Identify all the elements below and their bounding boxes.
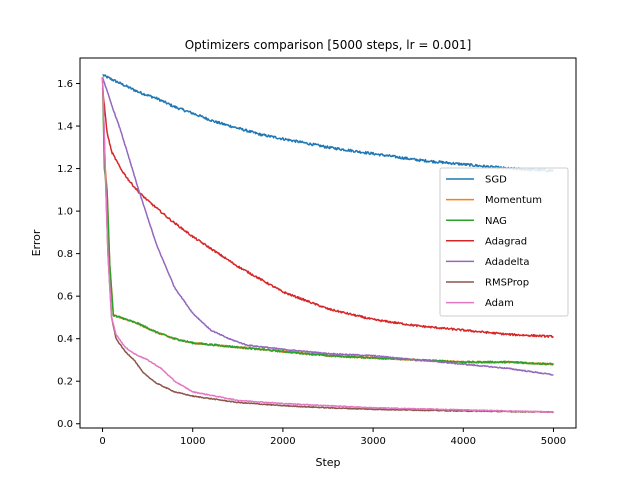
y-tick-label: 0.4 [57, 334, 73, 345]
x-axis-label: Step [315, 456, 340, 469]
series-line-adagrad [101, 87, 554, 339]
legend-label-adam: Adam [485, 298, 514, 309]
y-tick-label: 1.4 [57, 122, 73, 133]
legend-box [439, 167, 569, 317]
x-tick-label: 0 [99, 436, 105, 447]
x-tick-label: 2000 [270, 436, 295, 447]
series-line-adam [101, 77, 554, 414]
legend: SGD Momentum NAG Adagrad Adadelta RMSProp Adam [439, 167, 569, 317]
y-axis-label: Error [30, 229, 43, 256]
legend-label-adagrad: Adagrad [485, 236, 527, 247]
x-axis-ticks: 0 1000 2000 3000 4000 5000 [99, 428, 566, 447]
series-line-adadelta [101, 76, 554, 376]
x-tick-label: 1000 [180, 436, 205, 447]
legend-label-rmsprop: RMSProp [485, 278, 529, 289]
legend-label-adadelta: Adadelta [485, 257, 529, 268]
legend-label-momentum: Momentum [485, 195, 542, 206]
y-tick-label: 1.0 [57, 207, 73, 218]
series-layer [101, 74, 554, 414]
x-tick-label: 4000 [451, 436, 476, 447]
legend-label-nag: NAG [485, 216, 507, 227]
y-axis-ticks: 0.0 0.2 0.4 0.6 0.8 1.0 1.2 1.4 1.6 [57, 79, 80, 430]
y-tick-label: 0.8 [57, 249, 73, 260]
x-tick-label: 5000 [541, 436, 566, 447]
y-tick-label: 0.6 [57, 292, 73, 303]
series-line-sgd [102, 74, 554, 173]
legend-label-sgd: SGD [485, 175, 507, 186]
plot-frame [79, 57, 577, 429]
y-tick-label: 0.0 [57, 419, 73, 430]
x-tick-label: 3000 [360, 436, 385, 447]
y-tick-label: 0.2 [57, 377, 73, 388]
series-line-nag [101, 77, 554, 366]
y-tick-label: 1.2 [57, 164, 73, 175]
chart-title: Optimizers comparison [5000 steps, lr = … [185, 38, 472, 52]
y-tick-label: 1.6 [57, 79, 73, 90]
